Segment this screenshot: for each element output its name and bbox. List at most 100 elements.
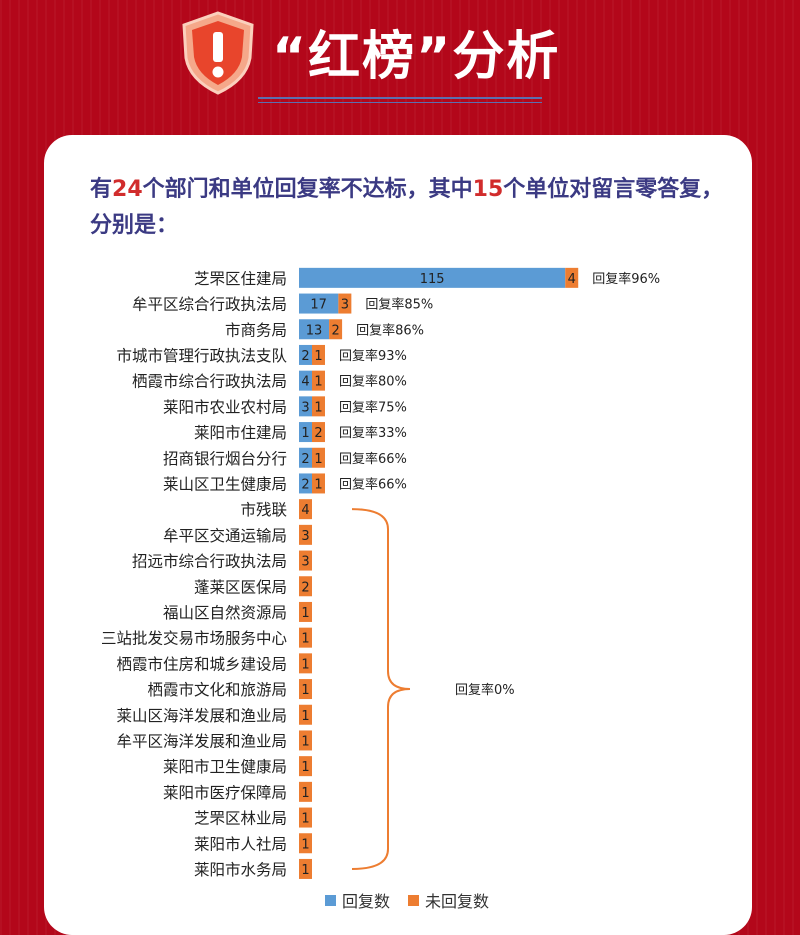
legend-swatch-replied xyxy=(325,894,336,906)
bar-label-unreplied: 3 xyxy=(301,555,309,570)
reply-rate-label: 回复率75% xyxy=(339,399,407,415)
category-label: 莱阳市医疗保障局 xyxy=(163,784,287,802)
bar-replied xyxy=(299,422,312,443)
bar-unreplied xyxy=(299,524,312,545)
bar-replied xyxy=(299,319,330,340)
bar-label-unreplied: 3 xyxy=(341,298,349,313)
bar-label-unreplied: 1 xyxy=(301,606,309,621)
bar-unreplied xyxy=(312,370,325,391)
header: “红榜”分析 xyxy=(0,0,800,110)
reply-rate-label: 回复率33% xyxy=(339,425,407,441)
category-label: 莱阳市卫生健康局 xyxy=(163,758,287,776)
category-label: 栖霞市住房和城乡建设局 xyxy=(116,655,287,673)
bar-label-replied: 13 xyxy=(306,323,323,338)
bar-unreplied xyxy=(312,344,325,365)
bar-label-unreplied: 1 xyxy=(314,375,322,390)
category-label: 市商务局 xyxy=(225,321,287,339)
zero-reply-count: 15 xyxy=(472,177,504,202)
bar-unreplied xyxy=(299,499,312,520)
category-label: 莱阳市农业农村局 xyxy=(163,398,287,416)
intro-part: 个部门和单位回复率不达标，其中 xyxy=(142,177,473,202)
noncompliant-count: 24 xyxy=(112,177,143,202)
bar-replied xyxy=(299,447,312,468)
reply-rate-label: 回复率93% xyxy=(339,348,407,364)
bar-label-unreplied: 4 xyxy=(568,272,576,287)
reply-rate-label: 回复率86% xyxy=(356,322,424,338)
bar-label-unreplied: 1 xyxy=(301,786,309,801)
bar-unreplied xyxy=(299,807,312,828)
bar-unreplied xyxy=(299,627,312,648)
bar-label-unreplied: 2 xyxy=(314,426,322,441)
bar-unreplied xyxy=(299,858,312,879)
category-label: 市城市管理行政执法支队 xyxy=(116,347,287,365)
bar-label-unreplied: 1 xyxy=(301,734,309,749)
legend-label-unreplied: 未回复数 xyxy=(425,892,490,911)
legend-label-replied: 回复数 xyxy=(342,892,391,911)
bar-replied xyxy=(299,344,312,365)
category-label: 栖霞市文化和旅游局 xyxy=(147,681,287,699)
intro-part: 有 xyxy=(90,177,113,202)
bar-label-replied: 4 xyxy=(301,375,309,390)
category-label: 牟平区海洋发展和渔业局 xyxy=(116,732,287,750)
bar-unreplied xyxy=(565,267,579,288)
category-label: 莱山区卫生健康局 xyxy=(163,475,287,493)
bar-unreplied xyxy=(299,704,312,725)
title-underline-thin xyxy=(258,102,542,103)
warning-shield-icon xyxy=(182,11,254,95)
bar-unreplied xyxy=(299,679,312,700)
bar-label-unreplied: 1 xyxy=(314,477,322,492)
bar-unreplied xyxy=(299,653,312,674)
bar-unreplied xyxy=(299,601,312,622)
intro-part: 个单位对留言零答复，分别是： xyxy=(90,177,724,238)
reply-rate-label: 回复率66% xyxy=(339,476,407,492)
bar-label-unreplied: 1 xyxy=(301,632,309,647)
bar-unreplied xyxy=(299,550,312,571)
bar-unreplied xyxy=(299,756,312,777)
category-label: 牟平区综合行政执法局 xyxy=(132,296,287,314)
category-label: 莱山区海洋发展和渔业局 xyxy=(116,707,287,725)
bar-label-unreplied: 1 xyxy=(301,657,309,672)
bar-label-unreplied: 1 xyxy=(301,709,309,724)
reply-rate-label: 回复率96% xyxy=(592,271,660,287)
bar-label-unreplied: 3 xyxy=(301,529,309,544)
category-label: 蓬莱区医保局 xyxy=(194,578,287,596)
category-label: 莱阳市水务局 xyxy=(194,861,287,879)
chart-legend: 回复数 未回复数 xyxy=(325,888,489,912)
bar-label-unreplied: 1 xyxy=(301,837,309,852)
page-title: “红榜”分析 xyxy=(272,27,561,87)
bar-unreplied xyxy=(312,396,325,417)
bar-unreplied xyxy=(299,833,312,854)
bar-unreplied xyxy=(312,422,325,443)
legend-item-unreplied: 未回复数 xyxy=(408,888,489,912)
bar-replied xyxy=(299,370,312,391)
bar-label-replied: 1 xyxy=(301,426,309,441)
bar-label-replied: 2 xyxy=(301,452,309,467)
reply-rate-label: 回复率66% xyxy=(339,451,407,467)
bar-replied xyxy=(299,396,312,417)
bar-replied xyxy=(299,267,566,288)
category-label: 招远市综合行政执法局 xyxy=(132,553,287,571)
bar-label-unreplied: 2 xyxy=(301,580,309,595)
bar-unreplied xyxy=(329,319,343,340)
bar-replied xyxy=(299,473,312,494)
bar-label-unreplied: 1 xyxy=(314,452,322,467)
bar-unreplied xyxy=(312,473,325,494)
zero-reply-brace xyxy=(351,508,411,870)
category-label: 栖霞市综合行政执法局 xyxy=(132,373,287,391)
bar-label-unreplied: 4 xyxy=(301,503,309,518)
category-label: 市残联 xyxy=(240,501,287,519)
bar-label-unreplied: 1 xyxy=(301,760,309,775)
bar-label-unreplied: 1 xyxy=(301,812,309,827)
bar-label-unreplied: 1 xyxy=(314,400,322,415)
legend-swatch-unreplied xyxy=(408,894,420,906)
bar-unreplied xyxy=(299,781,312,802)
bar-unreplied xyxy=(312,447,325,468)
reply-rate-label: 回复率85% xyxy=(365,297,433,313)
bar-label-replied: 2 xyxy=(301,349,309,364)
bar-label-unreplied: 1 xyxy=(301,683,309,698)
category-label: 芝罘区林业局 xyxy=(194,810,287,828)
bar-label-unreplied: 1 xyxy=(314,349,322,364)
category-label: 招商银行烟台分行 xyxy=(163,450,287,468)
category-label: 牟平区交通运输局 xyxy=(163,527,287,545)
